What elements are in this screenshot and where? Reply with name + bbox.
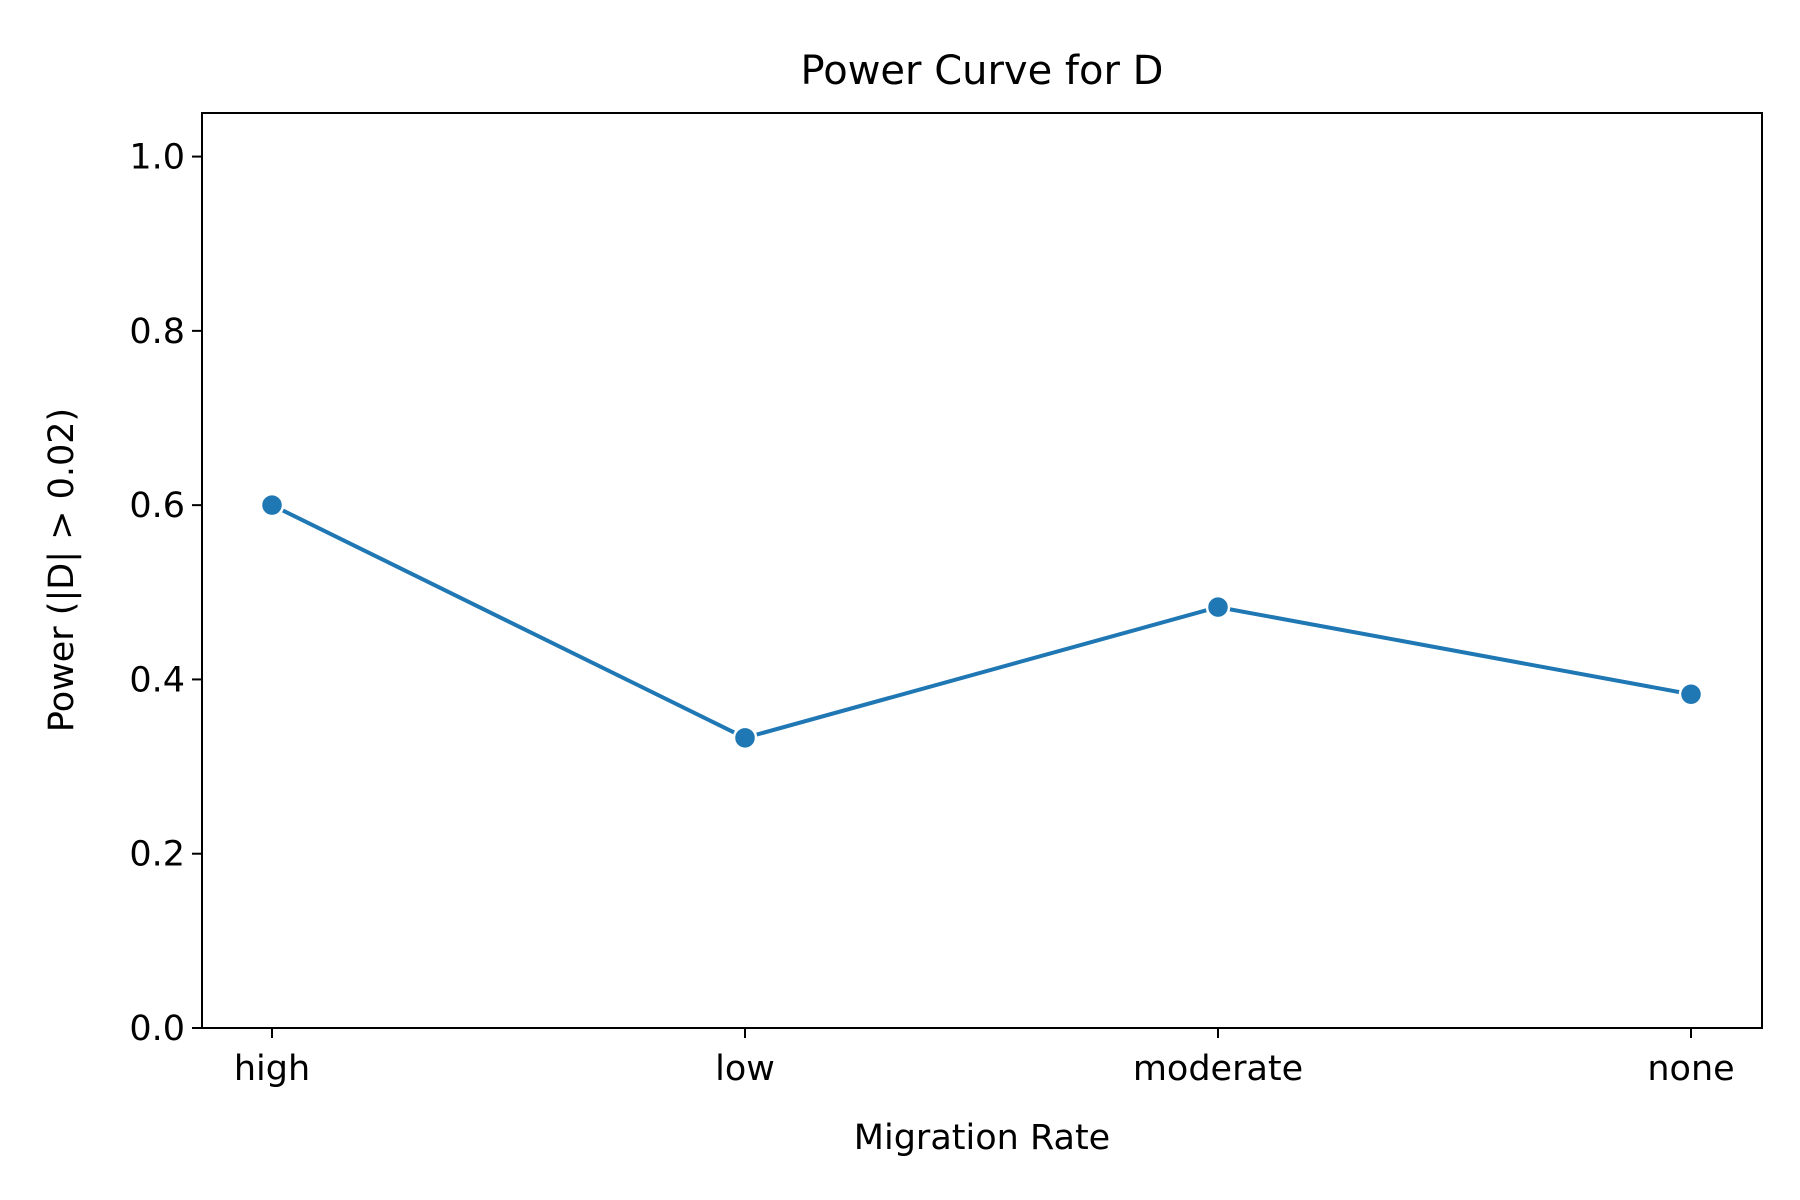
y-tick-label: 0.4 [129, 660, 185, 700]
x-tick-label: low [715, 1049, 775, 1089]
data-point [259, 492, 285, 518]
series-layer [259, 492, 1704, 751]
data-point [732, 725, 758, 751]
plot-frame [201, 112, 1763, 1029]
y-tick-label: 0.0 [129, 1009, 185, 1049]
x-tick-label: none [1647, 1049, 1734, 1089]
y-tick-label: 1.0 [129, 138, 185, 178]
x-axis-label: Migration Rate [854, 1118, 1110, 1158]
x-axis: high low moderate none [234, 1028, 1735, 1089]
y-axis: 0.0 0.2 0.4 0.6 0.8 1.0 [129, 138, 202, 1049]
data-point [1678, 681, 1704, 707]
data-point [1205, 594, 1231, 620]
series-line [269, 502, 1694, 740]
y-tick-label: 0.2 [129, 835, 185, 875]
x-tick-label: moderate [1133, 1049, 1303, 1089]
y-axis-label: Power (|D| > 0.02) [42, 408, 82, 732]
x-tick-label: high [234, 1049, 310, 1089]
y-tick-label: 0.8 [129, 312, 185, 352]
y-tick-label: 0.6 [129, 486, 185, 526]
chart-title: Power Curve for D [801, 48, 1164, 94]
